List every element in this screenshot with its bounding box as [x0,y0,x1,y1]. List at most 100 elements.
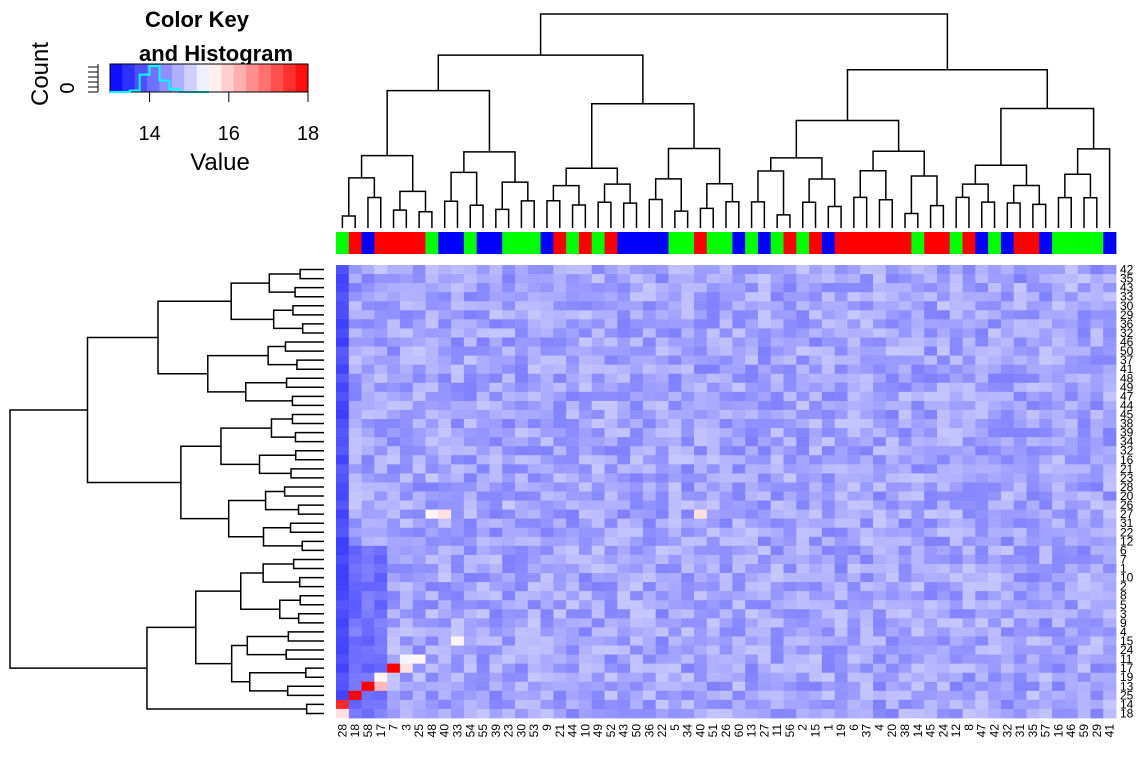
heatmap-cell [1077,563,1091,574]
heatmap-cell [591,600,605,610]
heatmap-cell [949,364,963,375]
heatmap-cell [591,554,605,565]
heatmap-cell [438,627,452,637]
heatmap-cell [1064,328,1079,338]
heatmap-cell [1026,473,1040,483]
row-label: 3 [1120,607,1127,621]
heatmap-cell [425,536,439,547]
heatmap-cell [387,545,401,556]
heatmap-cell [770,428,784,438]
row-dendrogram-branch [305,667,324,678]
heatmap-cell [911,382,925,393]
heatmap-cell [463,419,478,429]
column-dendrogram-branch [565,167,619,186]
heatmap-cell [361,274,375,284]
column-label: 51 [706,724,720,738]
heatmap-cell [681,346,695,356]
heatmap-cell [412,636,426,646]
heatmap-cell [348,627,362,637]
row-dendrogram-branch [146,626,307,710]
heatmap-cell [847,654,861,665]
heatmap-cell [924,373,938,384]
heatmap-cell [336,627,350,637]
heatmap-cell [399,400,414,411]
heatmap-cell [578,636,593,646]
heatmap-cell [745,274,759,284]
heatmap-cell [796,437,810,447]
heatmap-cell [706,663,721,674]
heatmap-cell [860,509,874,520]
heatmap-cell [425,437,439,447]
heatmap-cell [809,310,823,320]
row-dendrogram-branch [297,613,324,624]
heatmap-cell [873,283,887,293]
row-dendrogram-branch [230,282,274,321]
heatmap-cell [1039,708,1053,719]
heatmap-cell [757,373,772,384]
heatmap-cell [361,455,375,465]
heatmap-cell [604,437,618,447]
column-label: 16 [1052,724,1066,738]
heatmap-cell [911,428,925,438]
heatmap-cell [757,600,772,610]
heatmap-cell [540,563,554,574]
heatmap-cell [438,663,452,674]
heatmap-cell [681,455,695,465]
column-dendrogram-branch [386,89,491,156]
heatmap-cell [374,591,388,601]
heatmap-cell [1052,582,1066,592]
row-label: 21 [1120,462,1134,476]
heatmap-cell [962,482,976,492]
heatmap-cell [732,699,746,710]
heatmap-cell [399,554,414,565]
heatmap-cell [757,400,772,411]
heatmap-cell [898,509,912,520]
heatmap-cell [796,582,810,592]
heatmap-cell [463,627,478,637]
heatmap-cell [617,627,631,637]
heatmap-cell [1052,292,1066,302]
heatmap-cell [642,292,657,302]
heatmap-cell [374,437,388,447]
heatmap-cell [1064,391,1079,402]
heatmap-cell [655,400,669,411]
heatmap-cell [911,301,925,311]
heatmap-cell [540,328,554,338]
heatmap-cell [988,654,1002,665]
heatmap-cell [860,328,874,338]
heatmap-cell [860,573,874,583]
heatmap-cell [975,627,989,637]
heatmap-cell [502,573,516,583]
heatmap-cell [898,645,912,655]
heatmap-cell [1026,364,1040,375]
heatmap-cell [463,500,478,511]
column-dendrogram-branch [757,170,785,215]
heatmap-cell [860,545,874,556]
heatmap-cell [1052,310,1066,320]
heatmap-cell [438,274,452,284]
heatmap-cell [668,310,682,320]
column-dendrogram-branch [776,214,791,228]
heatmap-cell [438,473,452,483]
heatmap-cell [374,563,388,574]
heatmap-cell [604,364,618,375]
heatmap-cell [1077,319,1091,329]
column-group-swatch [476,232,490,254]
heatmap-cell [975,500,989,511]
heatmap-cell [425,591,439,601]
heatmap-cell [566,554,580,565]
row-label: 47 [1120,389,1134,403]
heatmap-cell [809,437,823,447]
heatmap-cell [1026,428,1040,438]
heatmap-cell [1064,672,1079,683]
heatmap-cell [898,364,912,375]
column-label: 14 [911,724,925,738]
heatmap-cell [604,582,618,592]
heatmap-cell [642,654,657,665]
heatmap-cell [809,455,823,465]
heatmap-cell [770,591,784,601]
heatmap-cell [1013,482,1027,492]
heatmap-cell [540,400,554,411]
heatmap-cell [770,690,784,701]
heatmap-cell [936,328,951,338]
